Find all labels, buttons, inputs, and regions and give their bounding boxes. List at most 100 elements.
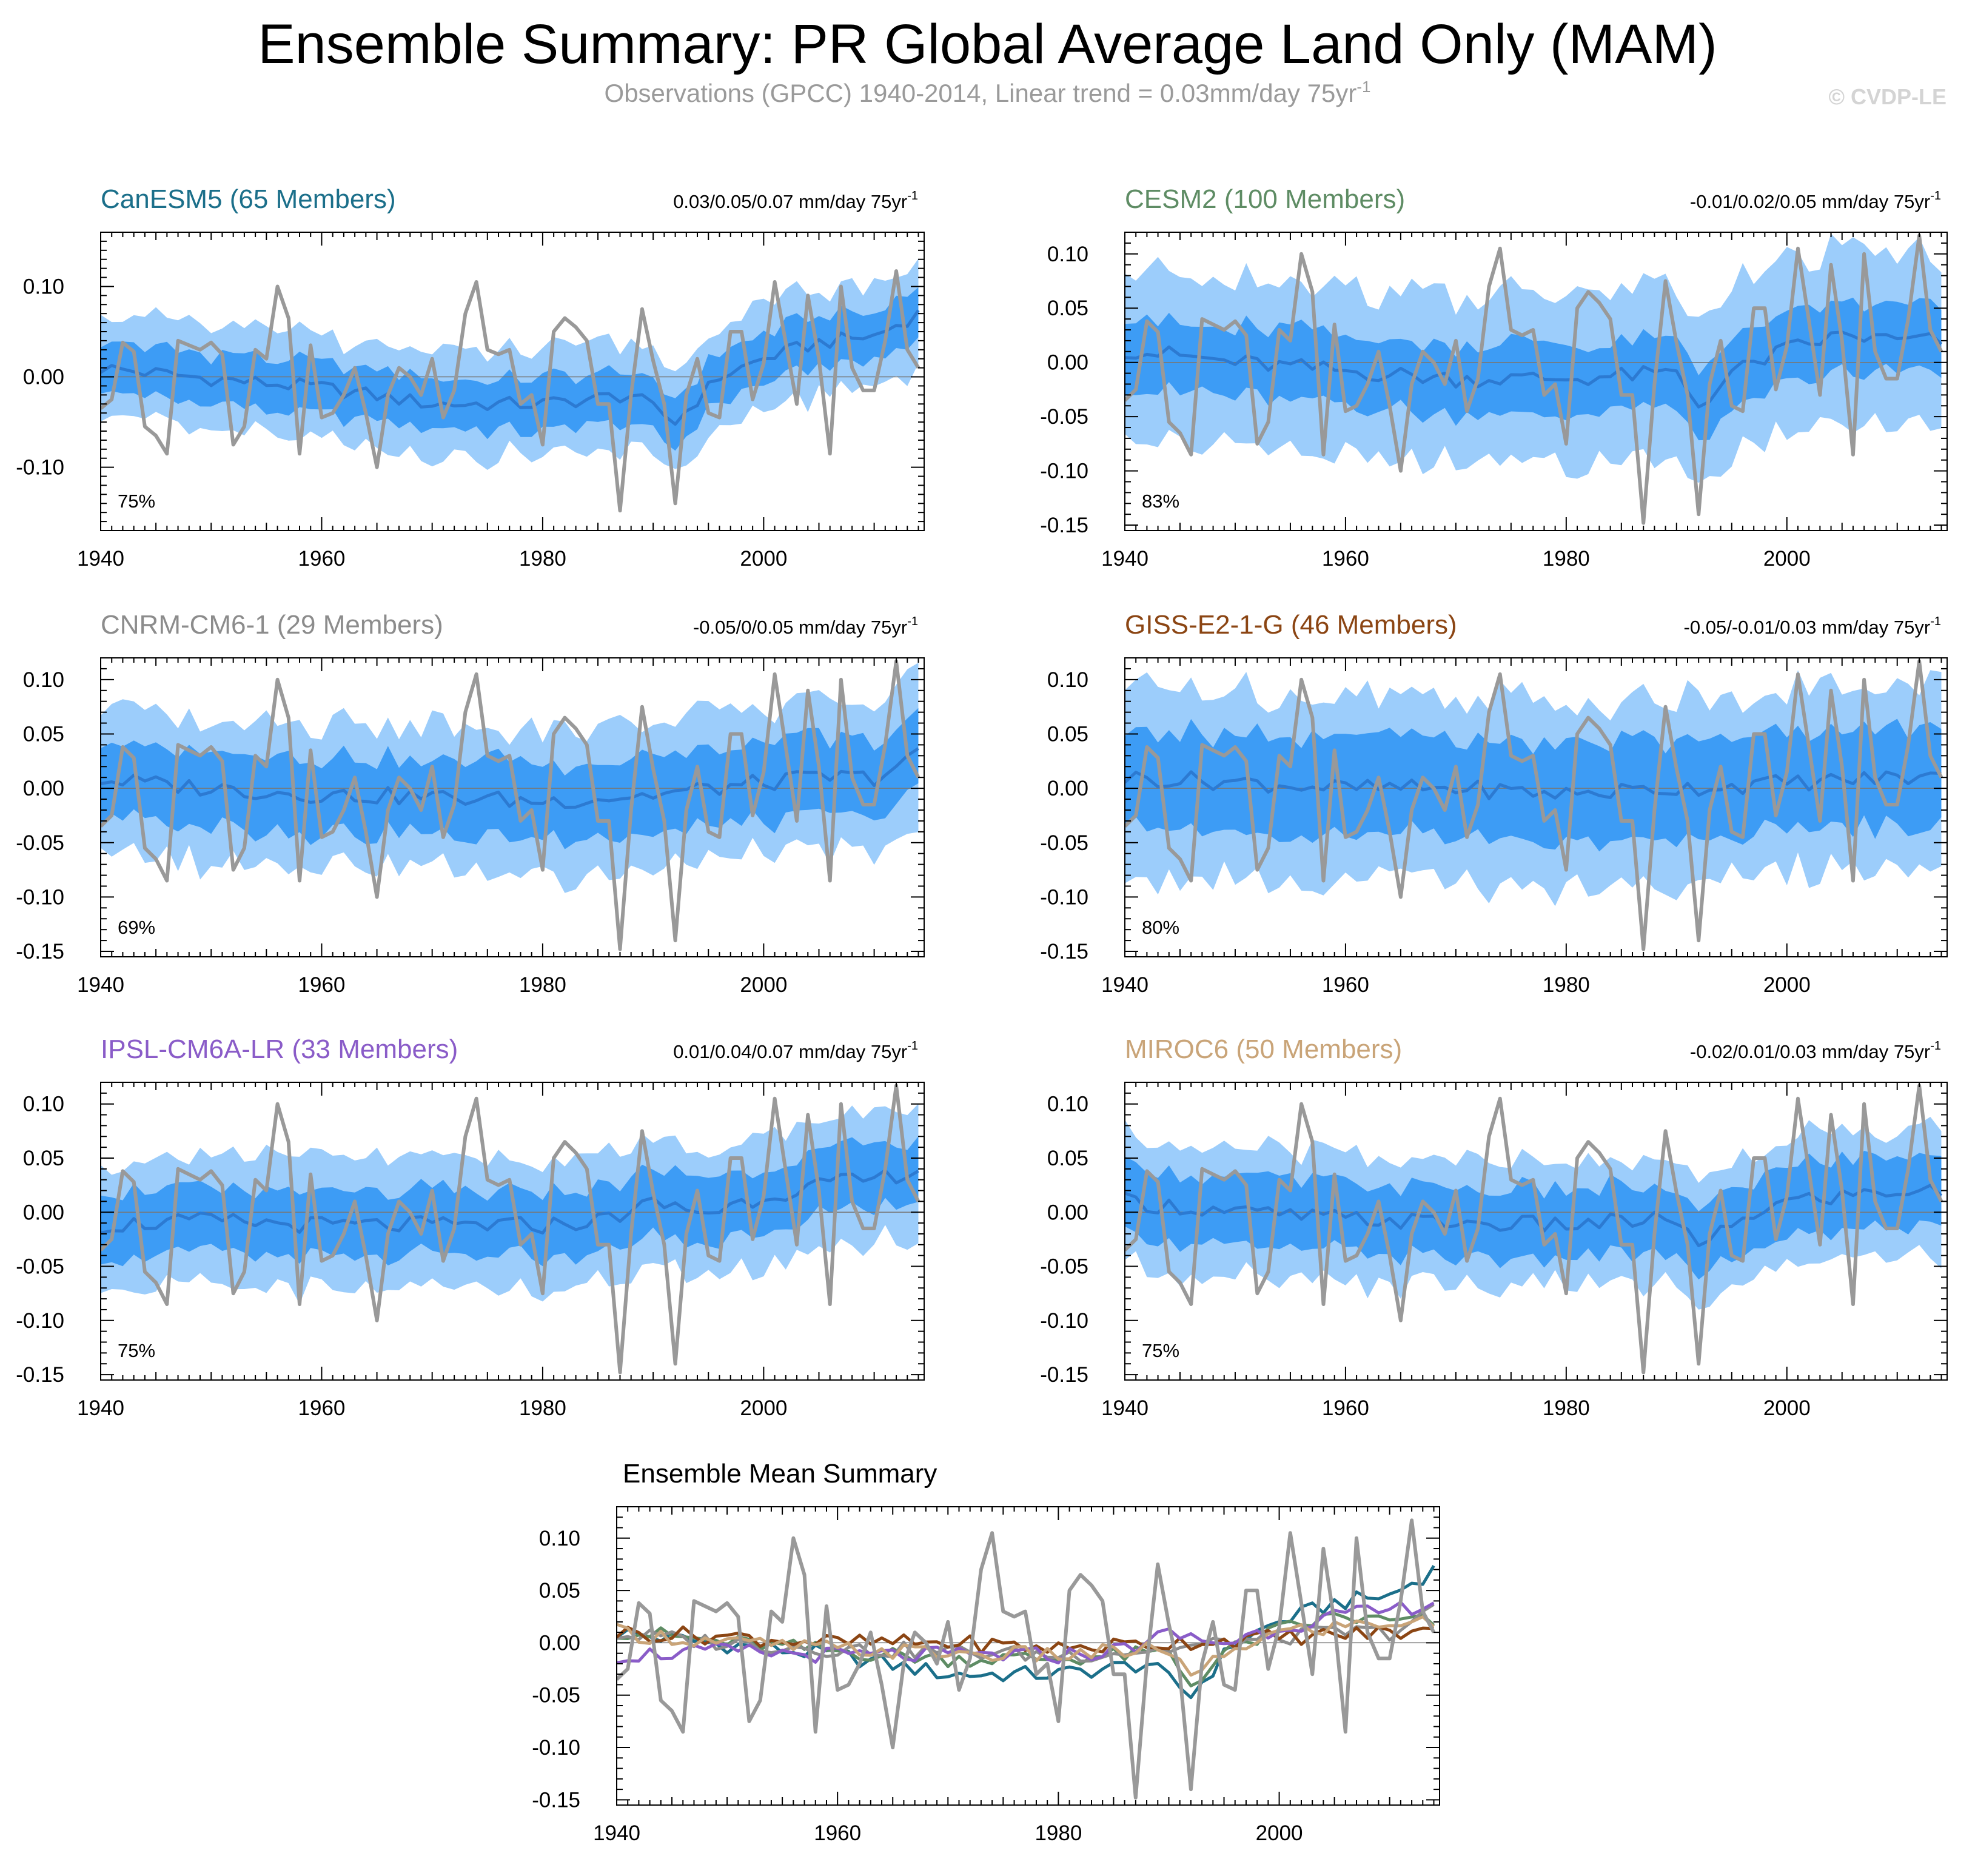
plot-frame [1124, 232, 1948, 531]
x-tick-label: 1940 [77, 547, 124, 571]
chart-panel-3: CNRM-CM6-1 (29 Members) -0.05/0/0.05 mm/d… [16, 610, 925, 997]
y-tick-label: 0.10 [23, 275, 64, 298]
x-tick-label: 2000 [740, 547, 787, 571]
trend-label: 0.03/0.05/0.07 mm/day 75yr-1 [673, 189, 918, 212]
y-tick-label: -0.05 [532, 1684, 580, 1707]
y-tick-label: 0.05 [23, 722, 64, 746]
x-tick-label: 2000 [1763, 547, 1811, 571]
chart-title: CNRM-CM6-1 (29 Members) [101, 610, 443, 640]
y-tick-label: 0.00 [23, 366, 64, 389]
x-tick-label: 1960 [1322, 547, 1369, 571]
observations-line [101, 659, 920, 951]
observations-line [101, 1084, 920, 1375]
trend-value: -0.05/-0.01/0.03 mm/day 75yr [1684, 617, 1931, 638]
ensemble-mean-line [1125, 330, 1943, 409]
ensemble-interquartile-band [1125, 297, 1942, 441]
y-tick-label: -0.05 [1040, 1255, 1088, 1279]
y-tick-label: -0.10 [1040, 885, 1088, 909]
trend-label: -0.02/0.01/0.03 mm/day 75yr-1 [1690, 1039, 1941, 1062]
y-tick-label: -0.15 [16, 1363, 64, 1387]
y-tick-label: 0.10 [1047, 668, 1088, 692]
x-tick-label: 1940 [593, 1821, 640, 1845]
x-tick-label: 2000 [1763, 973, 1811, 997]
y-tick-label: 0.00 [23, 1201, 64, 1224]
x-tick-label: 2000 [740, 1396, 787, 1420]
ensemble-interquartile-band [101, 287, 919, 451]
observations-line [617, 1518, 1436, 1800]
y-tick-label: 0.10 [1047, 243, 1088, 266]
trend-label: -0.01/0.02/0.05 mm/day 75yr-1 [1690, 189, 1941, 212]
trend-value: -0.02/0.01/0.03 mm/day 75yr [1690, 1041, 1930, 1062]
trend-label: -0.05/-0.01/0.03 mm/day 75yr-1 [1684, 615, 1941, 638]
plot-area [1125, 659, 1947, 951]
plot-area [101, 1084, 924, 1375]
ensemble-mean-line [1125, 770, 1942, 800]
observations-line [101, 269, 920, 513]
chart-panel-4: GISS-E2-1-G (46 Members) -0.05/-0.01/0.03… [1040, 610, 1948, 997]
x-tick-label: 1960 [298, 547, 346, 571]
x-tick-label: 1940 [1101, 547, 1148, 571]
y-tick-label: 0.10 [23, 1093, 64, 1116]
plot-area [101, 659, 924, 951]
ensemble-mean-line [101, 1168, 919, 1234]
x-tick-label: 1980 [1543, 1396, 1590, 1420]
percent-label: 75% [1142, 1340, 1179, 1361]
y-tick-label: -0.05 [16, 831, 64, 855]
x-tick-label: 1940 [1101, 973, 1148, 997]
ensemble-mean-series-5 [617, 1601, 1435, 1664]
y-tick-label: -0.10 [1040, 460, 1088, 483]
y-tick-label: -0.10 [532, 1736, 580, 1760]
plot-area [101, 258, 924, 513]
chart-title: MIROC6 (50 Members) [1125, 1034, 1402, 1064]
trend-unit-exponent: -1 [907, 615, 918, 628]
trend-label: 0.01/0.04/0.07 mm/day 75yr-1 [673, 1039, 918, 1062]
x-tick-label: 1960 [298, 1396, 346, 1420]
y-tick-label: -0.05 [1040, 405, 1088, 429]
x-tick-label: 2000 [1256, 1821, 1303, 1845]
percent-label: 83% [1142, 491, 1179, 512]
plot-frame [100, 232, 925, 531]
y-tick-label: 0.00 [23, 777, 64, 800]
x-tick-label: 1940 [77, 973, 124, 997]
y-tick-label: 0.05 [1047, 722, 1088, 746]
ensemble-mean-line [1125, 1184, 1943, 1247]
subtitle-text: Observations (GPCC) 1940-2014, Linear tr… [604, 79, 1357, 107]
plot-area [1125, 1084, 1947, 1375]
y-tick-label: -0.10 [1040, 1309, 1088, 1333]
copyright-watermark: © CVDP-LE [1828, 84, 1946, 109]
x-tick-label: 1940 [1101, 1396, 1148, 1420]
x-tick-label: 1980 [1543, 547, 1590, 571]
x-tick-label: 1980 [519, 547, 566, 571]
trend-label: -0.05/0/0.05 mm/day 75yr-1 [693, 615, 918, 638]
y-tick-label: 0.10 [539, 1527, 580, 1550]
trend-unit-exponent: -1 [907, 1039, 918, 1053]
y-tick-label: -0.10 [16, 885, 64, 909]
x-tick-label: 1960 [814, 1821, 861, 1845]
x-tick-label: 2000 [1763, 1396, 1811, 1420]
y-tick-label: 0.00 [1047, 777, 1088, 800]
chart-title: CESM2 (100 Members) [1125, 184, 1405, 214]
ensemble-mean-line [101, 747, 919, 809]
x-tick-label: 1940 [77, 1396, 124, 1420]
x-tick-label: 1960 [298, 973, 346, 997]
y-tick-label: -0.15 [16, 940, 64, 963]
plot-frame [1124, 657, 1948, 957]
percent-label: 69% [118, 917, 155, 938]
trend-unit-exponent: -1 [1930, 189, 1941, 203]
percent-label: 75% [118, 491, 155, 512]
y-tick-label: 0.05 [1047, 1147, 1088, 1170]
chart-panel-6: MIROC6 (50 Members) -0.02/0.01/0.03 mm/da… [1040, 1034, 1948, 1420]
chart-title: IPSL-CM6A-LR (33 Members) [101, 1034, 458, 1064]
x-tick-label: 1980 [519, 1396, 566, 1420]
y-tick-label: -0.10 [16, 456, 64, 480]
y-tick-label: -0.15 [1040, 940, 1088, 963]
y-tick-label: -0.15 [532, 1788, 580, 1812]
x-tick-label: 1960 [1322, 973, 1369, 997]
plot-frame [100, 1082, 925, 1381]
y-tick-label: -0.15 [1040, 1363, 1088, 1387]
observations-line [1125, 659, 1943, 951]
plot-area [617, 1518, 1440, 1800]
y-tick-label: 0.00 [1047, 351, 1088, 375]
chart-title: Ensemble Mean Summary [623, 1459, 937, 1489]
